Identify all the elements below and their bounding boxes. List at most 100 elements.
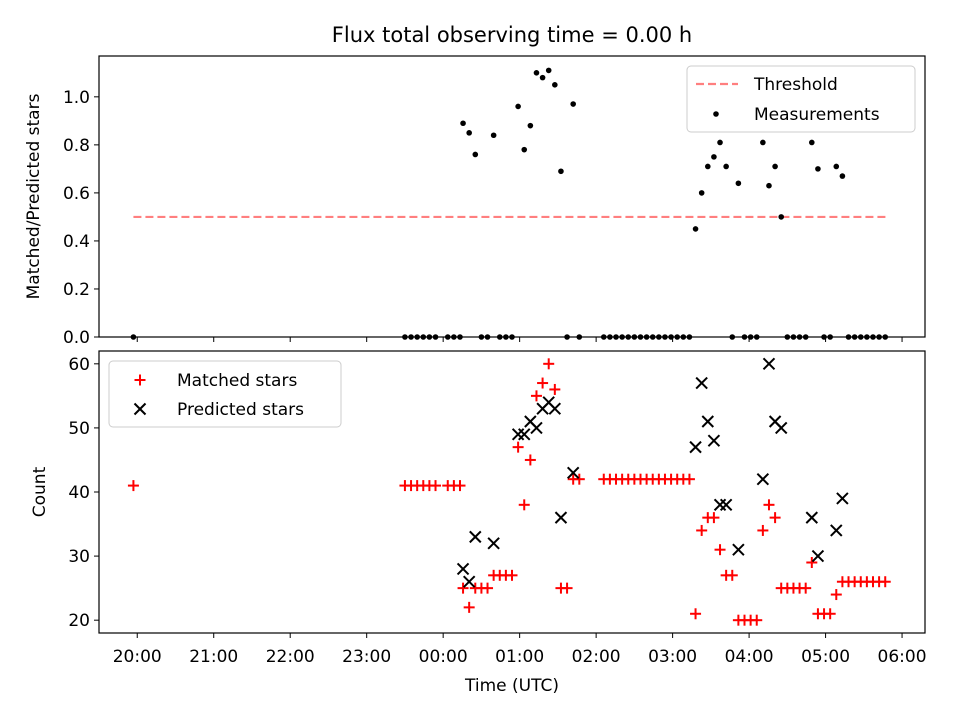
matched-star-point — [824, 608, 836, 620]
measurement-point — [460, 120, 466, 127]
bottom-legend-box — [108, 360, 342, 428]
measurement-point — [515, 103, 521, 110]
cross-stroke-b — [462, 575, 476, 588]
cross-stroke-b — [836, 492, 849, 505]
y-tick-label: 50 — [68, 419, 90, 439]
matched-star-point — [879, 576, 891, 588]
matched-star-point — [573, 473, 585, 485]
predicted-star-point — [805, 511, 819, 524]
bottom-y-axis-label: Count — [30, 466, 50, 517]
cross-stroke-b — [775, 421, 788, 435]
matched-star-point — [506, 569, 518, 581]
cross-stroke-b — [554, 511, 568, 524]
matched-star-point — [769, 512, 781, 524]
measurement-point — [815, 166, 821, 172]
matched-star-point — [726, 569, 738, 581]
legend-matched-swatch — [134, 374, 146, 386]
cross-stroke-b — [695, 376, 708, 390]
predicted-star-point — [566, 466, 580, 479]
measurement-point — [735, 180, 742, 187]
measurement-point — [717, 139, 723, 146]
matched-star-point — [457, 582, 469, 594]
predicted-star-point — [830, 524, 843, 537]
x-tick-label: 06:00 — [878, 647, 927, 667]
matched-star-point — [757, 524, 769, 536]
measurement-point — [692, 226, 699, 232]
predicted-star-point — [518, 428, 531, 441]
predicted-star-point — [530, 421, 543, 435]
measurement-point — [833, 163, 840, 170]
matched-star-point — [751, 614, 763, 626]
x-tick-label: 21:00 — [189, 647, 238, 667]
measurement-point — [711, 154, 717, 160]
measurement-point — [839, 173, 846, 179]
cross-stroke-b — [805, 511, 819, 524]
x-tick-label: 00:00 — [419, 647, 468, 667]
matched-star-point — [690, 608, 702, 620]
cross-stroke-b — [732, 543, 745, 556]
matched-star-point — [806, 557, 818, 568]
predicted-star-point — [689, 440, 702, 454]
measurement-point — [466, 130, 472, 136]
matched-star-point — [127, 480, 139, 492]
predicted-star-point — [762, 357, 776, 371]
cross-stroke-b — [566, 466, 580, 479]
x-tick-label: 02:00 — [572, 647, 621, 667]
top-y-axis-label: Matched/Predicted stars — [24, 93, 44, 299]
matched-star-point — [763, 499, 775, 511]
top-legend: Threshold Measurements — [686, 65, 916, 133]
cross-stroke-b — [487, 537, 500, 550]
predicted-star-point — [701, 415, 714, 428]
predicted-star-point — [732, 543, 745, 556]
legend-measurements-label: Measurements — [754, 105, 880, 125]
cross-stroke-b — [689, 440, 702, 454]
matched-star-point — [830, 589, 842, 601]
top-legend-box — [686, 65, 916, 133]
measurement-point — [545, 67, 552, 74]
matched-star-point — [430, 480, 442, 492]
matched-star-point — [708, 512, 720, 524]
predicted-star-point — [775, 421, 788, 435]
cross-stroke-b — [133, 402, 147, 416]
x-tick-label: 04:00 — [725, 647, 774, 667]
measurement-point — [521, 146, 528, 153]
matched-star-point — [543, 358, 555, 370]
y-tick-label: 60 — [68, 355, 90, 375]
cross-stroke-b — [456, 562, 470, 576]
legend-matched-label: Matched stars — [177, 371, 297, 391]
y-tick-label: 0.0 — [63, 328, 90, 348]
measurement-point — [809, 139, 815, 146]
cross-stroke-b — [719, 498, 733, 512]
top-panel: 0.0 0.2 0.4 0.6 0.8 1.0 Matched/Predicted star… — [24, 55, 926, 348]
matched-star-point — [530, 390, 542, 402]
measurement-point — [704, 163, 711, 170]
cross-stroke-b — [542, 396, 555, 409]
measurement-point — [472, 151, 479, 158]
matched-star-point — [800, 582, 812, 594]
cross-stroke-b — [762, 357, 776, 371]
cross-stroke-b — [518, 428, 531, 441]
measurement-point — [539, 74, 546, 81]
matched-star-point — [537, 377, 549, 389]
predicted-star-point — [548, 402, 562, 415]
cross-stroke-b — [469, 530, 482, 544]
measurement-point — [772, 163, 778, 170]
matched-star-point — [518, 499, 530, 511]
measurement-point — [766, 182, 772, 189]
bottom-legend: Matched stars Predicted stars — [108, 360, 342, 428]
legend-predicted-swatch — [133, 402, 147, 416]
predicted-star-point — [707, 434, 721, 447]
predicted-star-point — [487, 537, 500, 550]
x-tick-label: 01:00 — [495, 647, 544, 667]
matched-star-point — [482, 582, 494, 594]
y-tick-label: 40 — [68, 483, 90, 503]
cross-stroke-b — [756, 472, 770, 486]
predicted-star-point — [811, 549, 825, 563]
measurement-point — [552, 82, 558, 88]
predicted-star-point — [469, 530, 482, 544]
y-tick-label: 1.0 — [63, 88, 90, 108]
matched-star-point — [561, 582, 573, 594]
x-tick-label: 03:00 — [648, 647, 697, 667]
chart-title: Flux total observing time = 0.00 h — [332, 23, 692, 47]
